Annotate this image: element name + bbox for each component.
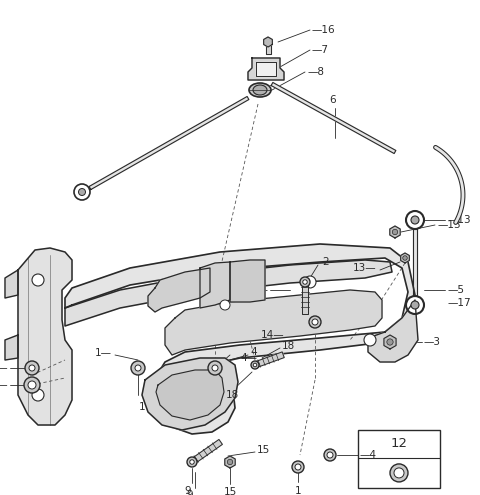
Circle shape (29, 365, 35, 371)
Ellipse shape (249, 83, 271, 97)
Text: 14—: 14— (260, 330, 284, 340)
Text: 14—: 14— (0, 363, 8, 373)
Polygon shape (256, 62, 276, 76)
Polygon shape (368, 300, 418, 362)
Circle shape (312, 319, 318, 325)
Text: —13: —13 (447, 215, 470, 225)
Text: 6: 6 (330, 95, 336, 105)
Circle shape (25, 361, 39, 375)
Circle shape (295, 464, 301, 470)
Circle shape (190, 460, 194, 464)
Circle shape (304, 276, 316, 288)
Text: —7: —7 (312, 45, 329, 55)
Circle shape (135, 365, 141, 371)
Text: 13—: 13— (352, 263, 376, 273)
Circle shape (32, 389, 44, 401)
Text: —8: —8 (307, 67, 324, 77)
Circle shape (406, 296, 424, 314)
Text: —5: —5 (447, 285, 464, 295)
Circle shape (131, 361, 145, 375)
Text: 4: 4 (250, 347, 257, 357)
Circle shape (24, 377, 40, 393)
Circle shape (309, 316, 321, 328)
Circle shape (411, 216, 419, 224)
Circle shape (406, 211, 424, 229)
Polygon shape (5, 335, 18, 360)
Text: 9: 9 (185, 486, 192, 495)
Circle shape (403, 256, 407, 260)
Polygon shape (384, 335, 396, 349)
Text: 4—: 4— (240, 353, 257, 363)
Polygon shape (200, 262, 230, 308)
Polygon shape (18, 248, 72, 425)
Polygon shape (165, 290, 382, 355)
Text: —13: —13 (437, 220, 461, 230)
Text: 2: 2 (322, 257, 329, 267)
Bar (358, 430, 440, 488)
Circle shape (292, 461, 304, 473)
Polygon shape (148, 268, 210, 312)
Circle shape (208, 361, 222, 375)
Polygon shape (230, 260, 265, 302)
Polygon shape (225, 456, 235, 468)
Polygon shape (156, 370, 224, 420)
Circle shape (303, 280, 307, 284)
Text: 1: 1 (139, 402, 145, 412)
Circle shape (364, 334, 376, 346)
Text: 2—: 2— (251, 285, 268, 295)
Circle shape (212, 365, 218, 371)
Polygon shape (401, 253, 409, 263)
Circle shape (251, 361, 259, 369)
Circle shape (411, 301, 419, 309)
Polygon shape (65, 260, 392, 326)
Text: 18: 18 (226, 390, 239, 400)
Circle shape (79, 189, 85, 196)
Circle shape (324, 449, 336, 461)
Polygon shape (265, 42, 271, 54)
Circle shape (32, 274, 44, 286)
Text: 15: 15 (223, 487, 237, 495)
Circle shape (28, 381, 36, 389)
Polygon shape (264, 37, 272, 47)
Polygon shape (413, 229, 417, 296)
Polygon shape (271, 83, 396, 153)
Circle shape (392, 229, 398, 235)
Text: 11—: 11— (0, 380, 8, 390)
Text: —4: —4 (360, 450, 377, 460)
Polygon shape (5, 270, 18, 298)
Text: 1—: 1— (95, 348, 112, 358)
Text: —3: —3 (424, 337, 441, 347)
Text: 12: 12 (391, 438, 408, 450)
Circle shape (74, 184, 90, 200)
Circle shape (187, 457, 197, 467)
Text: 10: 10 (242, 267, 255, 277)
Circle shape (253, 363, 257, 367)
Polygon shape (89, 97, 249, 190)
Text: 9: 9 (187, 490, 193, 495)
Circle shape (228, 459, 233, 465)
Text: —17: —17 (447, 298, 470, 308)
Circle shape (394, 468, 404, 478)
Text: 18: 18 (282, 341, 295, 351)
Circle shape (387, 339, 393, 345)
Polygon shape (248, 58, 284, 80)
Polygon shape (65, 244, 415, 434)
Circle shape (300, 277, 310, 287)
Circle shape (327, 452, 333, 458)
Circle shape (390, 464, 408, 482)
Text: 1: 1 (295, 486, 301, 495)
Polygon shape (142, 358, 238, 430)
Text: 15: 15 (257, 445, 270, 455)
Polygon shape (190, 440, 222, 464)
Polygon shape (390, 226, 400, 238)
Ellipse shape (253, 85, 267, 95)
Text: —16: —16 (312, 25, 336, 35)
Polygon shape (302, 282, 308, 314)
Circle shape (220, 300, 230, 310)
Polygon shape (254, 352, 284, 368)
